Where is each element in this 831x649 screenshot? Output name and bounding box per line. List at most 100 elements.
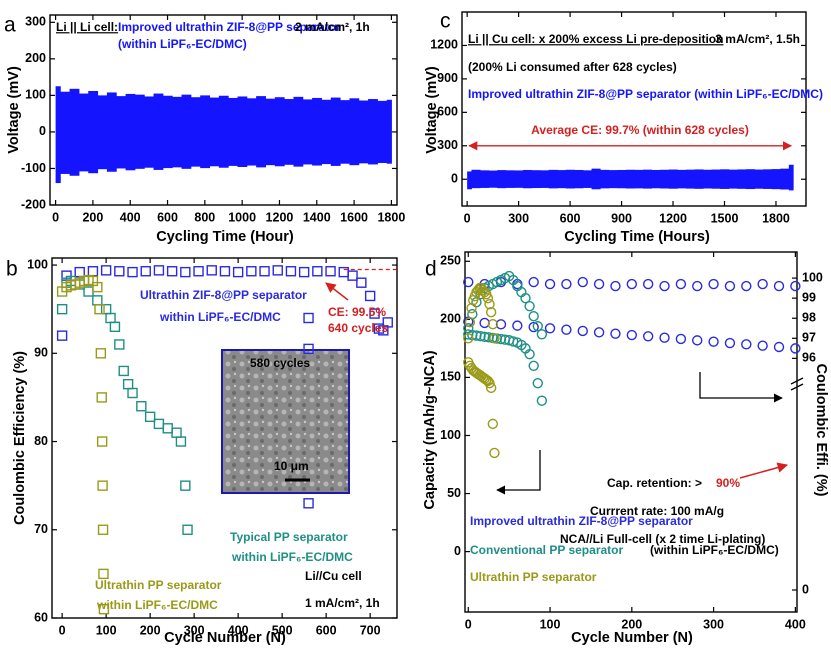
y-tick-label: 0: [454, 544, 461, 558]
voltage-band: [293, 96, 304, 167]
marker: [610, 328, 621, 339]
annotation: 640 cycles: [328, 321, 388, 335]
marker: [175, 436, 187, 447]
marker: [724, 280, 736, 292]
voltage-band: [69, 88, 80, 176]
marker: [544, 278, 556, 290]
marker: [757, 278, 768, 290]
voltage-band: [78, 93, 89, 172]
voltage-band: [190, 97, 201, 167]
marker: [162, 423, 173, 434]
marker: [520, 292, 531, 304]
voltage-band: [237, 96, 248, 167]
marker: [466, 302, 477, 314]
y-tick-label: 200: [25, 51, 46, 65]
y-axis-label: Capacity (mAh/g~NCA): [422, 350, 438, 509]
series-label: Improved ultrathin ZIF-8@PP separator: [470, 514, 693, 528]
x-axis-label: Cycling Time (Hour): [156, 229, 294, 245]
voltage-band: [330, 97, 341, 166]
voltage-band: [284, 99, 294, 165]
voltage-band: [565, 169, 575, 189]
marker: [481, 374, 492, 385]
voltage-band: [720, 169, 730, 189]
marker: [528, 321, 539, 333]
x-tick-label: 500: [272, 623, 293, 637]
voltage-band: [771, 169, 781, 190]
marker: [659, 280, 670, 292]
annotation: Li//Cu cell: [305, 569, 362, 583]
marker: [495, 333, 507, 345]
marker: [100, 265, 112, 276]
x-tick-label: 1000: [228, 210, 256, 224]
panel-letter: a: [4, 14, 16, 37]
marker: [485, 382, 497, 394]
inset-sem-image: [221, 349, 350, 494]
voltage-band: [246, 98, 257, 166]
plot-frame: [51, 257, 398, 619]
marker: [87, 266, 99, 277]
marker: [692, 280, 703, 292]
marker: [206, 265, 217, 276]
marker: [675, 333, 687, 345]
y-tick-label: 100: [27, 257, 48, 271]
marker: [626, 278, 638, 290]
series-label: Ultrathin PP separator: [95, 578, 222, 592]
voltage-band: [302, 99, 313, 165]
voltage-band: [97, 95, 108, 170]
y-tick-label: 150: [440, 370, 461, 384]
annotation: (within LiPF₆-EC/DMC): [118, 37, 247, 51]
voltage-band: [754, 169, 764, 189]
voltage-band: [256, 96, 266, 168]
x-tick-label: 700: [360, 623, 381, 637]
y-tick-label: 250: [440, 254, 461, 268]
marker: [479, 286, 490, 298]
annotation: within LiPF₆-EC/DMC: [159, 310, 281, 324]
annotation: within LiPF₆-EC/DMC: [96, 598, 218, 612]
voltage-band: [643, 169, 653, 189]
marker: [118, 365, 129, 377]
marker: [364, 290, 376, 302]
marker: [97, 480, 108, 491]
marker: [708, 336, 719, 347]
marker: [272, 265, 283, 276]
annotation: NCA//Li Full-cell (x 2 time Li-plating): [560, 532, 765, 546]
y-tick-label: 90: [34, 346, 48, 360]
marker: [642, 331, 654, 342]
marker: [127, 387, 138, 399]
voltage-band: [340, 100, 350, 164]
voltage-band: [181, 94, 192, 169]
marker: [532, 321, 543, 332]
marker: [136, 401, 147, 412]
marker: [166, 266, 178, 277]
annotation: Cap. retention: >: [607, 476, 702, 490]
voltage-band: [694, 169, 704, 189]
voltage-band: [548, 169, 558, 189]
marker: [475, 330, 486, 342]
marker: [487, 319, 499, 330]
x-tick-label: 1800: [377, 210, 405, 224]
y-axis-label: Coulombic Efficiency (%): [12, 351, 28, 525]
marker: [74, 266, 85, 278]
marker: [144, 411, 156, 423]
voltage-band: [218, 95, 229, 168]
voltage-band: [368, 99, 378, 165]
marker: [482, 292, 494, 304]
voltage-band: [480, 170, 490, 188]
series-label: Ultrathin ZIF-8@PP separator: [140, 288, 307, 302]
marker: [182, 524, 193, 535]
x-tick-label: 400: [228, 623, 249, 637]
y-tick-label: 600: [437, 105, 458, 119]
marker: [692, 335, 703, 346]
voltage-band: [488, 170, 498, 188]
plot-frame: [49, 14, 398, 206]
voltage-band: [651, 169, 661, 189]
marker: [495, 319, 507, 330]
voltage-band: [144, 96, 155, 168]
voltage-band: [574, 169, 584, 189]
annotation: 580 cycles: [250, 356, 310, 370]
marker: [92, 295, 103, 306]
voltage-band: [557, 170, 567, 189]
marker: [98, 568, 109, 580]
voltage-band: [591, 168, 601, 190]
